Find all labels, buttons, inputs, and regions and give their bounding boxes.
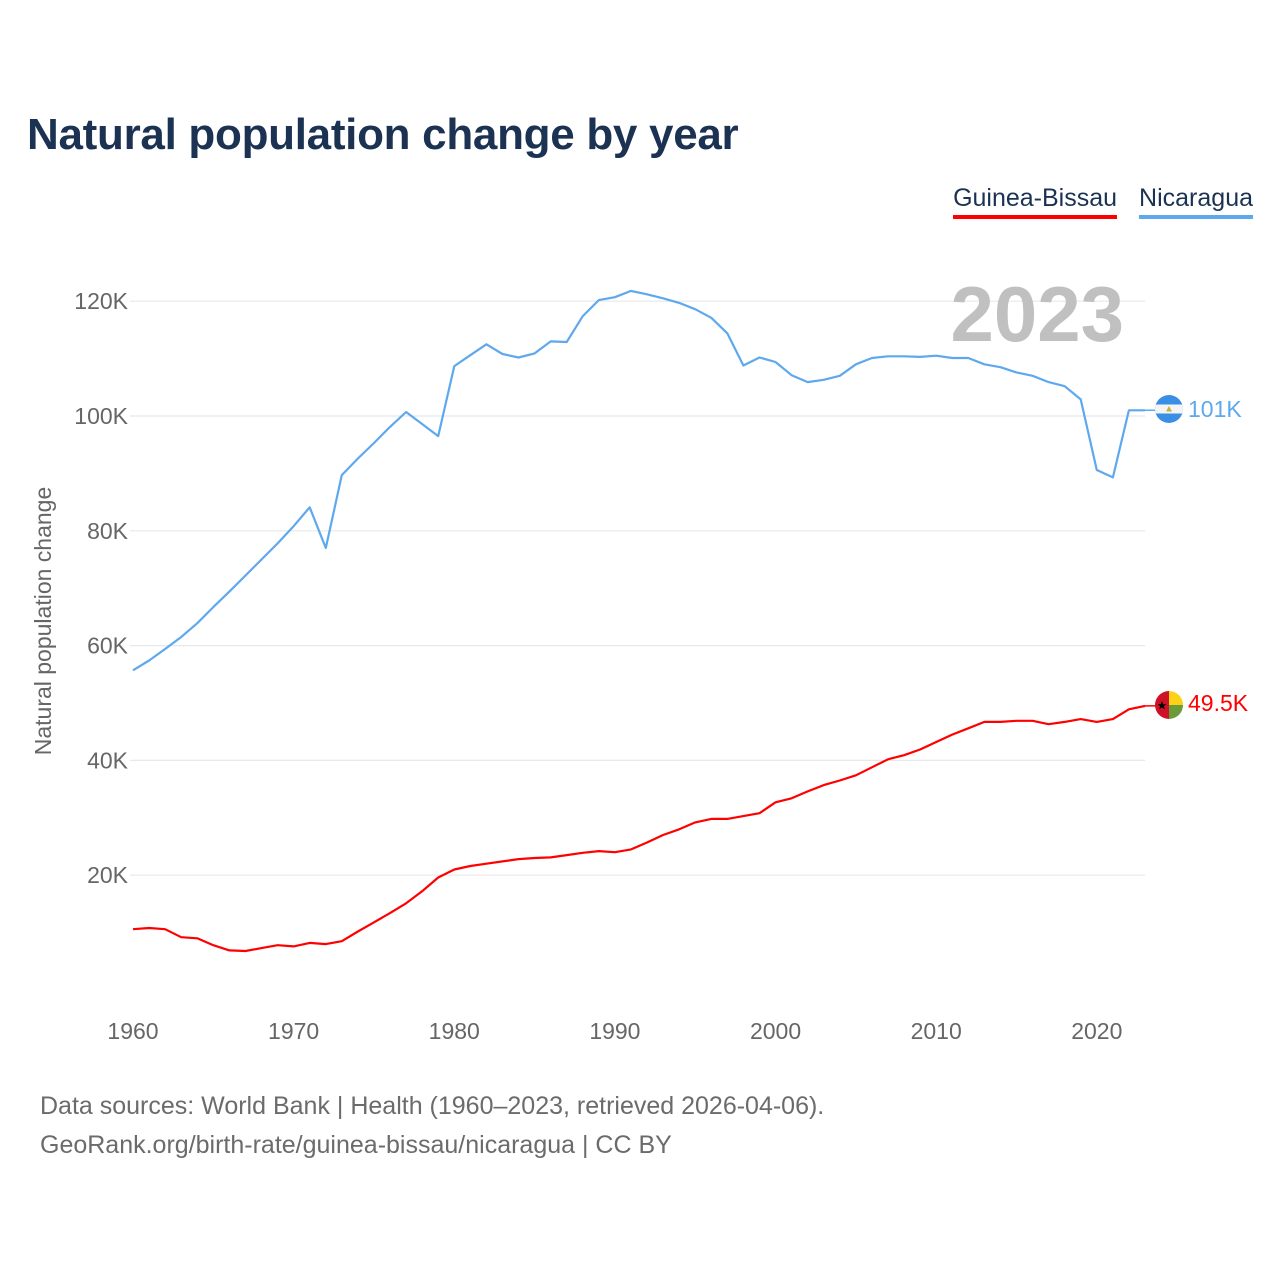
guinea-bissau-end-label: 49.5K	[1188, 690, 1249, 716]
series-line-nicaragua	[132, 289, 1145, 672]
y-tick-label: 100K	[74, 403, 128, 429]
y-tick-label: 40K	[87, 747, 129, 773]
x-tick-label: 2010	[911, 1018, 962, 1044]
source-link[interactable]: GeoRank.org/birth-rate/guinea-bissau/nic…	[40, 1131, 672, 1159]
chart-title: Natural population change by year	[27, 110, 739, 159]
legend-item-nicaragua[interactable]: Nicaragua	[1139, 184, 1253, 219]
series-line-guinea-bissau	[132, 704, 1146, 953]
legend-item-guinea-bissau[interactable]: Guinea-Bissau	[953, 184, 1118, 219]
nicaragua-end-label: 101K	[1188, 396, 1242, 422]
x-tick-label: 1960	[107, 1018, 158, 1044]
year-watermark: 2023	[950, 270, 1124, 358]
y-tick-label: 80K	[87, 518, 129, 544]
legend: Guinea-Bissau Nicaragua	[953, 184, 1253, 219]
guinea-bissau-flag-icon	[1155, 691, 1183, 719]
footer: Data sources: World Bank | Health (1960–…	[40, 1087, 824, 1165]
x-tick-label: 2020	[1071, 1018, 1122, 1044]
data-source-note: Data sources: World Bank | Health (1960–…	[40, 1092, 825, 1120]
y-tick-label: 120K	[74, 288, 128, 314]
x-tick-label: 1980	[429, 1018, 480, 1044]
y-axis-label: Natural population change	[30, 487, 56, 756]
y-tick-label: 20K	[87, 862, 129, 888]
y-tick-label: 60K	[87, 633, 129, 659]
x-tick-label: 1970	[268, 1018, 319, 1044]
x-tick-label: 1990	[589, 1018, 640, 1044]
nicaragua-flag-icon	[1155, 395, 1183, 423]
x-tick-label: 2000	[750, 1018, 801, 1044]
